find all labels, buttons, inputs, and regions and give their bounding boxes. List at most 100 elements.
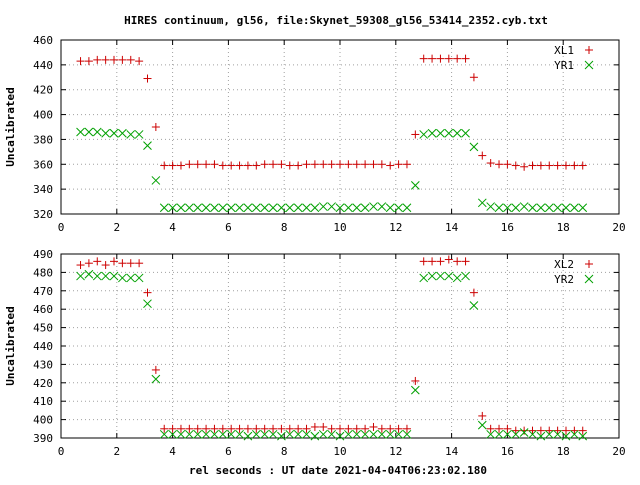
xl1-point xyxy=(361,160,370,169)
panel-2-ylabel: Uncalibrated xyxy=(4,306,17,385)
yr2-point xyxy=(310,431,320,441)
yr2-point xyxy=(235,429,244,439)
panel-2-ytick-label: 440 xyxy=(33,340,53,353)
yr2-point xyxy=(503,429,512,439)
xl1-point xyxy=(553,161,562,170)
xl1-point xyxy=(528,161,537,170)
xl1-point xyxy=(260,160,269,169)
yr1-point xyxy=(544,203,554,213)
xl2-point xyxy=(478,411,487,420)
panel-2-ytick-label: 490 xyxy=(33,248,53,261)
panel-1-ytick-label: 460 xyxy=(33,34,53,47)
xl2-point xyxy=(202,424,211,433)
yr2-point xyxy=(92,271,102,281)
yr2-point xyxy=(352,429,362,439)
panel-1-series-xl1 xyxy=(76,54,587,171)
panel-2-xtick-label: 14 xyxy=(445,445,459,458)
xl2-point xyxy=(352,424,361,433)
xl2-point xyxy=(486,424,495,433)
yr2-point xyxy=(327,429,336,439)
xl1-point xyxy=(327,160,336,169)
panel-1-series-yr1 xyxy=(76,127,588,213)
xl1-point xyxy=(269,160,278,169)
panel-1-ytick-label: 400 xyxy=(33,109,53,122)
xl1-point xyxy=(344,160,353,169)
panel-2-ytick-label: 470 xyxy=(33,285,53,298)
xl2-point xyxy=(118,259,127,268)
xl1-point xyxy=(369,160,378,169)
xl2-point xyxy=(193,424,202,433)
xl2-point xyxy=(84,259,93,268)
xl1-point xyxy=(218,161,227,170)
yr1-point xyxy=(143,141,152,150)
yr2-point xyxy=(251,429,261,439)
yr1-point xyxy=(210,203,219,213)
yr2-point xyxy=(76,271,85,281)
yr2-point xyxy=(126,273,136,283)
panel-1-ytick-label: 340 xyxy=(33,183,53,196)
yr1-point xyxy=(452,128,462,138)
xl1-point xyxy=(352,160,361,169)
panel-1-legend-label-xl1: XL1 xyxy=(554,44,574,57)
yr2-point xyxy=(427,271,437,281)
xl1-point xyxy=(578,161,587,170)
panel-2-xtick-label: 20 xyxy=(612,445,625,458)
yr2-point xyxy=(168,429,177,439)
yr2-point xyxy=(201,429,211,439)
yr2-point xyxy=(553,429,562,439)
yr2-point xyxy=(344,429,353,439)
xl1-point xyxy=(511,161,520,170)
panel-1-xtick-label: 0 xyxy=(58,221,65,234)
xl2-point xyxy=(151,365,160,374)
panel-2-legend-label-yr2: YR2 xyxy=(554,273,574,286)
xl2-point xyxy=(269,424,278,433)
xl1-point xyxy=(486,159,495,168)
yr1-point xyxy=(369,202,378,211)
yr2-point xyxy=(118,273,127,283)
yr1-point xyxy=(352,203,362,213)
xl1-point xyxy=(202,160,211,169)
xl1-point xyxy=(160,161,169,170)
xl2-point xyxy=(444,255,453,264)
xl2-point xyxy=(394,424,403,433)
xl1-point xyxy=(126,55,135,64)
yr1-point xyxy=(344,203,353,213)
yr2-point xyxy=(226,429,236,439)
xl2-point xyxy=(469,288,478,297)
yr1-point xyxy=(118,128,127,138)
yr1-point xyxy=(578,203,588,213)
xl2-point xyxy=(570,426,579,435)
panel-1-frame xyxy=(60,39,620,215)
xl2-point xyxy=(419,257,428,266)
xl1-point xyxy=(545,161,554,170)
panel-2-series-xl2 xyxy=(76,255,587,435)
xl1-point xyxy=(168,161,177,170)
xl1-point xyxy=(436,54,445,63)
xl2-point xyxy=(160,424,169,433)
xl2-point xyxy=(361,424,370,433)
xl2-point xyxy=(176,424,185,433)
panel-1-xtick-label: 4 xyxy=(169,221,176,234)
xl1-point xyxy=(118,55,127,64)
xl2-point xyxy=(369,422,378,431)
yr2-point xyxy=(193,429,203,439)
yr2-point xyxy=(570,429,579,439)
yr1-point xyxy=(335,203,345,213)
xl1-point xyxy=(478,151,487,160)
yr1-point xyxy=(101,128,110,138)
yr2-point xyxy=(184,429,194,439)
xl1-point xyxy=(377,160,386,169)
yr2-point xyxy=(369,429,378,439)
yr1-point xyxy=(277,203,286,213)
yr1-point xyxy=(159,203,169,213)
yr2-point xyxy=(486,429,496,439)
yr1-point xyxy=(76,127,85,137)
xl2-point xyxy=(511,426,520,435)
panel-1-title: HIRES continuum, gl56, file:Skynet_59308… xyxy=(124,14,548,27)
yr1-point xyxy=(427,128,437,138)
yr1-point xyxy=(285,203,295,213)
xl2-point xyxy=(327,424,336,433)
xl2-point xyxy=(545,426,554,435)
xl1-point xyxy=(319,160,328,169)
xl2-point xyxy=(386,424,395,433)
